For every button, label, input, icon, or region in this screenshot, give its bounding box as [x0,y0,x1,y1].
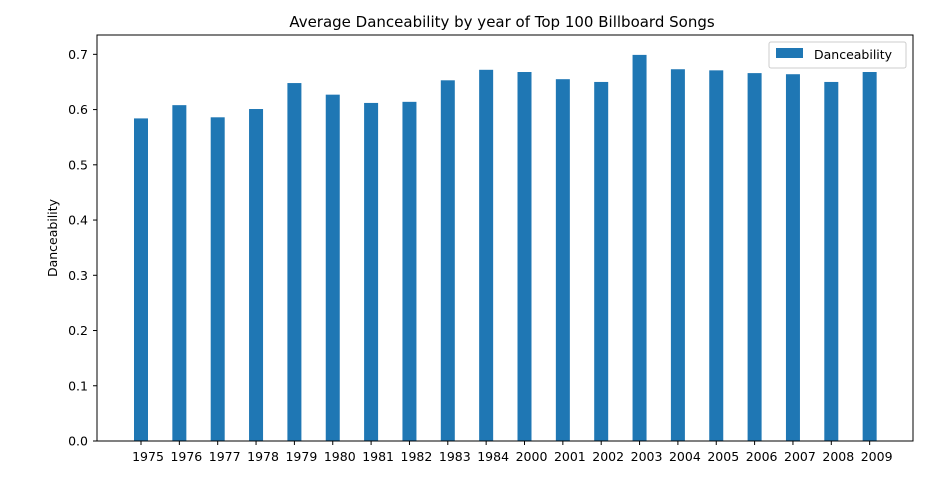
bar-2000 [517,72,532,441]
x-tick-label-1980: 1980 [324,449,356,464]
x-tick-label-2009: 2009 [861,449,893,464]
x-tick-label-2000: 2000 [516,449,548,464]
x-tick-label-2007: 2007 [784,449,816,464]
y-tick-label-0.5: 0.5 [68,157,88,172]
x-tick-label-2003: 2003 [631,449,663,464]
legend-swatch [776,48,803,58]
bar-1978 [249,109,264,442]
x-tick-label-2006: 2006 [746,449,778,464]
bar-1975 [134,118,148,441]
bar-2005 [709,70,724,441]
legend: Danceability [768,41,907,69]
x-tick-label-2008: 2008 [822,449,854,464]
y-tick-label-0.6: 0.6 [68,102,88,117]
bar-1981 [364,102,379,441]
bar-1984 [479,69,494,442]
y-tick-label-0.0: 0.0 [68,434,88,449]
bar-2007 [785,74,800,441]
x-tick-label-2004: 2004 [669,449,701,464]
bar-1983 [440,80,455,442]
bars-group [134,54,877,442]
bar-2003 [632,54,647,441]
x-tick-label-1978: 1978 [247,449,279,464]
x-tick-label-1981: 1981 [362,449,394,464]
bar-1976 [172,105,187,442]
x-tick-label-1976: 1976 [170,449,202,464]
y-tick-label-0.1: 0.1 [68,378,88,393]
bar-2002 [594,81,609,441]
x-tick-label-2005: 2005 [707,449,739,464]
plot-frame [96,34,914,442]
x-tick-label-1977: 1977 [209,449,241,464]
x-axis: 1975 1976 1977 1978 1979 1980 1981 1982 1983 1984… [132,441,893,464]
bar-1980 [325,94,340,441]
legend-box [768,41,907,69]
x-tick-label-2002: 2002 [592,449,624,464]
x-tick-label-2001: 2001 [554,449,586,464]
y-tick-label-0.2: 0.2 [68,323,88,338]
y-tick-label-0.7: 0.7 [68,47,88,62]
bar-1979 [287,83,302,441]
y-tick-label-0.3: 0.3 [68,268,88,283]
y-axis: 0.0 0.1 0.2 0.3 0.4 0.5 0.6 0.7 [68,47,97,449]
bar-2009 [862,72,877,441]
bar-1977 [210,117,225,442]
y-axis-label: Danceability [45,198,60,277]
bar-2001 [555,79,570,441]
bar-2008 [824,81,839,441]
bar-2004 [670,69,685,441]
x-tick-label-1984: 1984 [477,449,509,464]
chart-title: Average Danceability by year of Top 100 … [289,13,715,31]
y-tick-label-0.4: 0.4 [68,213,88,228]
x-tick-label-1982: 1982 [401,449,433,464]
bar-2006 [747,73,762,442]
x-tick-label-1983: 1983 [439,449,471,464]
legend-label: Danceability [814,47,893,62]
bar-1982 [402,101,417,441]
x-tick-label-1979: 1979 [285,449,317,464]
x-tick-label-1975: 1975 [132,449,164,464]
